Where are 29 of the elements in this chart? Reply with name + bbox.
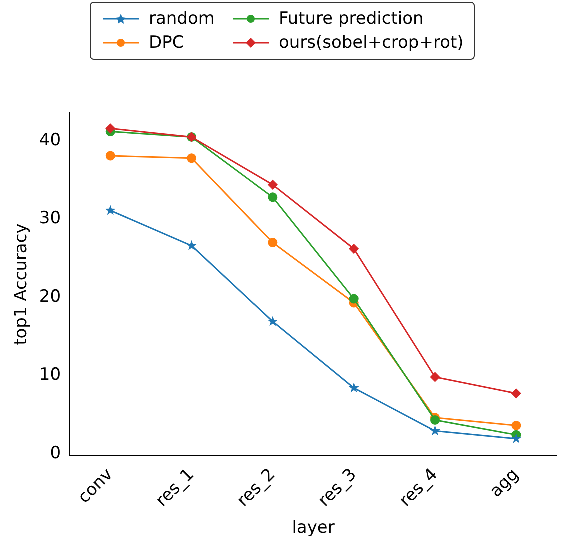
point: [512, 388, 522, 398]
point: [105, 205, 116, 216]
point: [430, 426, 440, 436]
point: [106, 124, 116, 134]
legend-label: ours(sobel+crop+rot): [278, 33, 464, 53]
point: [430, 372, 440, 382]
x-axis-title: layer: [292, 518, 335, 538]
point: [512, 420, 522, 430]
point: [268, 238, 278, 248]
point: [349, 294, 359, 304]
point: [268, 192, 278, 202]
y-tick-label: 30: [39, 208, 62, 229]
y-tick-label: 40: [39, 130, 62, 151]
legend-label: random: [149, 9, 215, 29]
x-tick-label: agg: [486, 464, 524, 502]
point: [187, 154, 197, 164]
legend-label: Future prediction: [278, 9, 424, 29]
point: [349, 244, 359, 254]
y-tick-label: 20: [39, 286, 62, 307]
point: [268, 316, 278, 326]
y-axis-title: top1 Accuracy: [12, 224, 32, 346]
point: [348, 382, 360, 393]
y-tick-label: 10: [39, 365, 62, 386]
point: [186, 240, 198, 250]
y-tick-label: 0: [50, 443, 62, 464]
legend-label: DPC: [149, 33, 184, 53]
point: [106, 151, 116, 161]
point: [511, 433, 522, 444]
point: [268, 180, 278, 190]
